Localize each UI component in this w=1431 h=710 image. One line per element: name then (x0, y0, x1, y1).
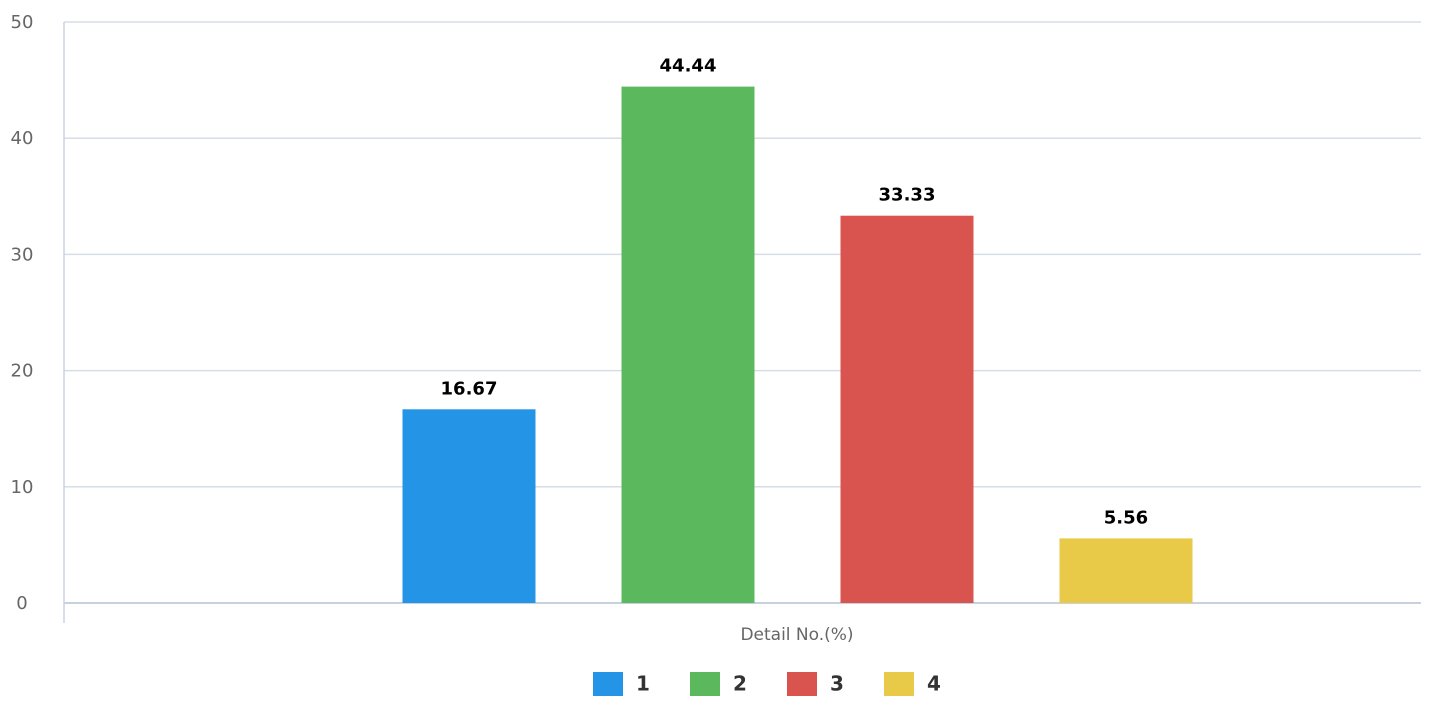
y-tick-label: 0 (16, 593, 27, 614)
bar-series-3 (840, 215, 974, 604)
y-tick-label: 20 (11, 361, 34, 382)
legend-swatch (884, 672, 914, 696)
y-tick-label: 50 (11, 12, 34, 33)
legend-swatch (593, 672, 623, 696)
legend-item-1[interactable]: 1 (593, 672, 650, 697)
legend-swatch (787, 672, 817, 696)
y-tick-label: 10 (11, 477, 34, 498)
data-labels: 16.67 44.44 33.33 5.56 (441, 56, 1149, 529)
legend-label: 1 (636, 672, 650, 696)
data-label-series-2: 44.44 (660, 56, 717, 77)
legend-label: 3 (830, 672, 844, 696)
x-category-label: Detail No.(%) (740, 625, 853, 645)
legend: 1 2 3 4 (593, 672, 941, 697)
data-label-series-1: 16.67 (441, 378, 498, 399)
legend-item-4[interactable]: 4 (884, 672, 941, 697)
bar-series-4 (1059, 538, 1193, 603)
legend-label: 2 (733, 672, 747, 696)
bars (402, 86, 1193, 604)
bar-series-2 (621, 86, 755, 604)
legend-label: 4 (927, 672, 941, 696)
y-tick-label: 30 (11, 244, 34, 265)
bar-series-1 (402, 409, 536, 603)
data-label-series-4: 5.56 (1104, 507, 1148, 528)
y-tick-label: 40 (11, 128, 34, 149)
legend-swatch (690, 672, 720, 696)
legend-item-2[interactable]: 2 (690, 672, 747, 697)
legend-item-3[interactable]: 3 (787, 672, 844, 697)
y-axis: 0 10 20 30 40 50 (11, 12, 34, 614)
data-label-series-3: 33.33 (879, 185, 936, 206)
